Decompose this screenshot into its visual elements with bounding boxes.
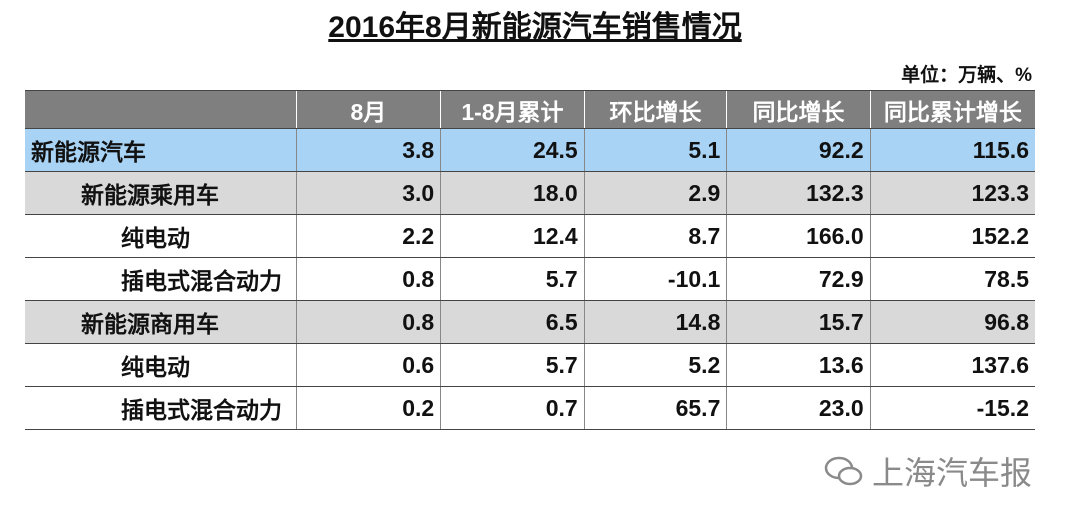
cell: 2.9 bbox=[583, 171, 727, 215]
column-header: 1-8月累计 bbox=[440, 90, 585, 129]
cell: 78.5 bbox=[869, 257, 1035, 301]
wechat-icon bbox=[824, 456, 863, 486]
column-header: 环比增长 bbox=[583, 90, 727, 129]
cell: -10.1 bbox=[583, 257, 727, 301]
table-row: 新能源汽车 3.8 24.5 5.1 92.2 115.6 bbox=[25, 128, 1035, 172]
table-row: 纯电动 0.6 5.7 5.2 13.6 137.6 bbox=[25, 343, 1035, 387]
column-header: 8月 bbox=[295, 90, 441, 129]
cell: 0.8 bbox=[295, 257, 441, 301]
cell: 8.7 bbox=[583, 214, 727, 258]
cell: 0.7 bbox=[440, 386, 585, 430]
cell: 0.6 bbox=[295, 343, 441, 387]
cell: 23.0 bbox=[726, 386, 871, 430]
cell: 65.7 bbox=[583, 386, 727, 430]
table-row: 新能源商用车 0.8 6.5 14.8 15.7 96.8 bbox=[25, 300, 1035, 344]
cell: 0.8 bbox=[295, 300, 441, 344]
row-label: 纯电动 bbox=[25, 343, 297, 387]
cell: 3.8 bbox=[295, 128, 441, 172]
row-label: 插电式混合动力 bbox=[25, 257, 297, 301]
unit-label: 单位：万辆、% bbox=[901, 65, 1032, 86]
row-label: 纯电动 bbox=[25, 214, 297, 258]
cell: 13.6 bbox=[726, 343, 871, 387]
cell: 12.4 bbox=[440, 214, 585, 258]
cell: 5.2 bbox=[583, 343, 727, 387]
cell: 3.0 bbox=[295, 171, 441, 215]
cell: 5.7 bbox=[440, 257, 585, 301]
cell: 115.6 bbox=[869, 128, 1035, 172]
table: 8月 1-8月累计 环比增长 同比增长 同比累计增长 新能源汽车 3.8 24.5 5.1 92.… bbox=[25, 90, 1035, 430]
row-label: 新能源商用车 bbox=[25, 300, 297, 344]
table-row: 插电式混合动力 0.8 5.7 -10.1 72.9 78.5 bbox=[25, 257, 1035, 301]
cell: 166.0 bbox=[726, 214, 871, 258]
row-label: 插电式混合动力 bbox=[25, 386, 297, 430]
cell: 72.9 bbox=[726, 257, 871, 301]
row-label: 新能源汽车 bbox=[25, 128, 297, 172]
cell: 92.2 bbox=[726, 128, 871, 172]
column-header: 同比累计增长 bbox=[869, 90, 1035, 129]
row-label: 新能源乘用车 bbox=[25, 171, 297, 215]
watermark-text: 上海汽车报 bbox=[871, 455, 1032, 491]
cell: 14.8 bbox=[583, 300, 727, 344]
cell: 18.0 bbox=[440, 171, 585, 215]
cell: -15.2 bbox=[869, 386, 1035, 430]
cell: 137.6 bbox=[869, 343, 1035, 387]
column-header bbox=[25, 90, 297, 129]
table-row: 新能源乘用车 3.0 18.0 2.9 132.3 123.3 bbox=[25, 171, 1035, 215]
cell: 132.3 bbox=[726, 171, 871, 215]
cell: 2.2 bbox=[295, 214, 441, 258]
cell: 0.2 bbox=[295, 386, 441, 430]
watermark: 上海汽车报 bbox=[824, 448, 1032, 494]
cell: 5.7 bbox=[440, 343, 585, 387]
cell: 24.5 bbox=[440, 128, 585, 172]
cell: 15.7 bbox=[726, 300, 871, 344]
cell: 6.5 bbox=[440, 300, 585, 344]
table-row: 纯电动 2.2 12.4 8.7 166.0 152.2 bbox=[25, 214, 1035, 258]
cell: 5.1 bbox=[583, 128, 727, 172]
header-row: 8月 1-8月累计 环比增长 同比增长 同比累计增长 bbox=[25, 90, 1035, 129]
cell: 96.8 bbox=[869, 300, 1035, 344]
column-header: 同比增长 bbox=[726, 90, 871, 129]
title: 2016年8月新能源汽车销售情况 bbox=[328, 11, 742, 44]
cell: 123.3 bbox=[869, 171, 1035, 215]
cell: 152.2 bbox=[869, 214, 1035, 258]
table-row: 插电式混合动力 0.2 0.7 65.7 23.0 -15.2 bbox=[25, 386, 1035, 430]
